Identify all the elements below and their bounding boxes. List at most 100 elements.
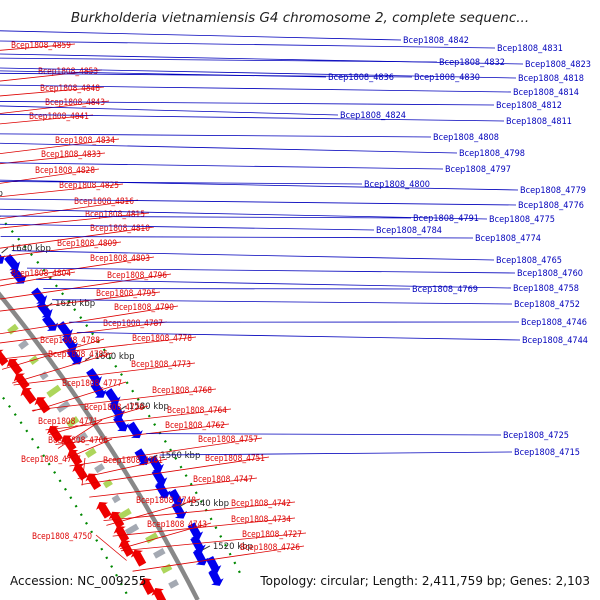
gene-label-right[interactable]: Bcep1808_4800 [364, 180, 430, 190]
right-leader-line [0, 84, 512, 93]
gene-label-left[interactable]: Bcep1808_4727 [242, 530, 302, 540]
gene-block [145, 532, 159, 544]
left-leader-line [0, 43, 76, 51]
forward-strand-arrow [72, 464, 89, 481]
gene-label-left[interactable]: Bcep1808_4833 [41, 150, 101, 160]
gene-label-right[interactable]: Bcep1808_4779 [520, 186, 586, 196]
gene-label-left[interactable]: Bcep1808_4747 [193, 475, 253, 485]
right-leader-line [0, 57, 438, 63]
gene-label-right[interactable]: Bcep1808_4760 [517, 269, 583, 279]
gene-label-left[interactable]: Bcep1808_4787 [103, 319, 163, 329]
gene-label-right[interactable]: Bcep1808_4776 [518, 201, 584, 211]
forward-strand-arrow [85, 473, 102, 491]
gene-label-left[interactable]: Bcep1808_4726 [240, 543, 300, 553]
gene-label-left[interactable]: Bcep1808_4795 [96, 289, 156, 299]
gene-label-left[interactable]: Bcep1808_4843 [45, 98, 105, 108]
scale-tick-label: 1540 kbp [189, 499, 229, 509]
gene-label-left[interactable]: Bcep1808_4796 [107, 271, 167, 281]
gene-label-left[interactable]: Bcep1808_4810 [90, 224, 150, 234]
right-leader-line [0, 105, 339, 116]
gene-label-right[interactable]: Bcep1808_4831 [497, 44, 563, 54]
right-leader-line [0, 30, 402, 41]
gene-label-right[interactable]: Bcep1808_4715 [514, 448, 580, 458]
left-leader-line [32, 381, 127, 412]
gene-label-right[interactable]: Bcep1808_4808 [433, 133, 499, 143]
gene-label-right[interactable]: Bcep1808_4765 [496, 256, 562, 266]
left-leader-line [77, 458, 168, 479]
gene-label-right[interactable]: Bcep1808_4830 [414, 73, 480, 83]
gene-label-left[interactable]: Bcep1808_4743 [147, 520, 207, 530]
gene-label-right[interactable]: Bcep1808_4797 [445, 165, 511, 175]
gene-label-left[interactable]: Bcep1808_4809 [57, 239, 117, 249]
gene-block [39, 371, 49, 381]
gene-label-left[interactable]: Bcep1808_4751 [205, 454, 265, 464]
gene-label-left[interactable]: Bcep1808_4764 [167, 406, 227, 416]
gene-block [124, 523, 140, 536]
gene-label-left[interactable]: Bcep1808_4773 [131, 360, 191, 370]
gene-label-right[interactable]: Bcep1808_4824 [340, 111, 406, 121]
gene-label-left[interactable]: Bcep1808_4825 [59, 181, 119, 191]
gene-label-right[interactable]: Bcep1808_4774 [475, 234, 541, 244]
gene-label-right[interactable]: Bcep1808_4775 [489, 215, 555, 225]
gene-label-right[interactable]: Bcep1808_4818 [518, 74, 584, 84]
gene-label-left[interactable]: Bcep1808_4859 [11, 41, 71, 51]
left-leader-line [89, 477, 258, 498]
gene-label-left[interactable]: Bcep1808_4767 [21, 455, 81, 465]
reverse-strand-arrow [168, 488, 185, 506]
gene-label-right[interactable]: Bcep1808_4798 [459, 149, 525, 159]
right-leader-line [0, 215, 412, 219]
gene-label-left[interactable]: Bcep1808_4816 [74, 197, 134, 207]
left-leader-line [103, 501, 296, 521]
gene-label-left[interactable]: Bcep1808_4768 [152, 386, 212, 396]
gene-label-right[interactable]: Bcep1808_4746 [521, 318, 587, 328]
gene-label-left[interactable]: Bcep1808_4788 [40, 336, 100, 346]
right-leader-line [76, 332, 521, 341]
gene-label-left[interactable]: Bcep1808_4777 [62, 379, 122, 389]
gene-label-left[interactable]: Bcep1808_4771 [38, 417, 98, 427]
gene-label-left[interactable]: Bcep1808_4770 [84, 403, 144, 413]
left-leader-line [0, 305, 179, 335]
gene-label-right[interactable]: Bcep1808_4823 [525, 60, 591, 70]
gene-label-left[interactable]: Bcep1808_4828 [35, 166, 95, 176]
gene-label-left[interactable]: Bcep1808_4815 [85, 210, 145, 220]
gene-label-right[interactable]: Bcep1808_4769 [412, 285, 478, 295]
gene-label-left[interactable]: Bcep1808_4742 [231, 499, 291, 509]
forward-strand-arrow [13, 373, 30, 390]
gene-label-left[interactable]: Bcep1808_4848 [40, 84, 100, 94]
gene-label-left[interactable]: Bcep1808_4734 [231, 515, 291, 525]
right-leader-line [0, 72, 413, 78]
scale-tick-mark [202, 545, 211, 551]
gene-label-left[interactable]: Bcep1808_4757 [198, 435, 258, 445]
gene-block [18, 339, 29, 350]
reverse-strand-arrow [113, 414, 129, 432]
gene-label-left[interactable]: Bcep1808_4761 [103, 456, 163, 466]
gene-label-right[interactable]: Bcep1808_4791 [413, 214, 479, 224]
gene-label-right[interactable]: Bcep1808_4784 [376, 226, 442, 236]
forward-strand-arrow [118, 540, 134, 557]
gene-label-right[interactable]: Bcep1808_4758 [513, 284, 579, 294]
gene-label-right[interactable]: Bcep1808_4842 [403, 36, 469, 46]
gene-label-left[interactable]: Bcep1808_4785 [48, 350, 108, 360]
left-leader-line [121, 532, 307, 552]
gene-label-left[interactable]: Bcep1808_4790 [114, 303, 174, 313]
left-leader-line [106, 498, 201, 526]
gene-label-left[interactable]: Bcep1808_4804 [11, 269, 71, 279]
gene-label-left[interactable]: Bcep1808_4766 [48, 436, 108, 446]
gene-label-left[interactable]: Bcep1808_4748 [136, 496, 196, 506]
gene-label-left[interactable]: Bcep1808_4778 [132, 334, 192, 344]
gene-label-left[interactable]: Bcep1808_4841 [29, 112, 89, 122]
gene-label-left[interactable]: Bcep1808_4750 [32, 532, 92, 542]
gene-label-right[interactable]: Bcep1808_4744 [522, 336, 588, 346]
gene-label-right[interactable]: Bcep1808_4814 [513, 88, 579, 98]
gene-label-right[interactable]: Bcep1808_4836 [328, 73, 394, 83]
gene-label-right[interactable]: Bcep1808_4725 [503, 431, 569, 441]
gene-label-right[interactable]: Bcep1808_4812 [496, 101, 562, 111]
left-leader-line [0, 152, 106, 165]
gene-label-right[interactable]: Bcep1808_4752 [514, 300, 580, 310]
gene-label-left[interactable]: Bcep1808_4762 [165, 421, 225, 431]
gene-label-left[interactable]: Bcep1808_4834 [55, 136, 115, 146]
gene-label-left[interactable]: Bcep1808_4803 [90, 254, 150, 264]
gene-label-right[interactable]: Bcep1808_4811 [506, 117, 572, 127]
right-leader-line [0, 223, 375, 231]
